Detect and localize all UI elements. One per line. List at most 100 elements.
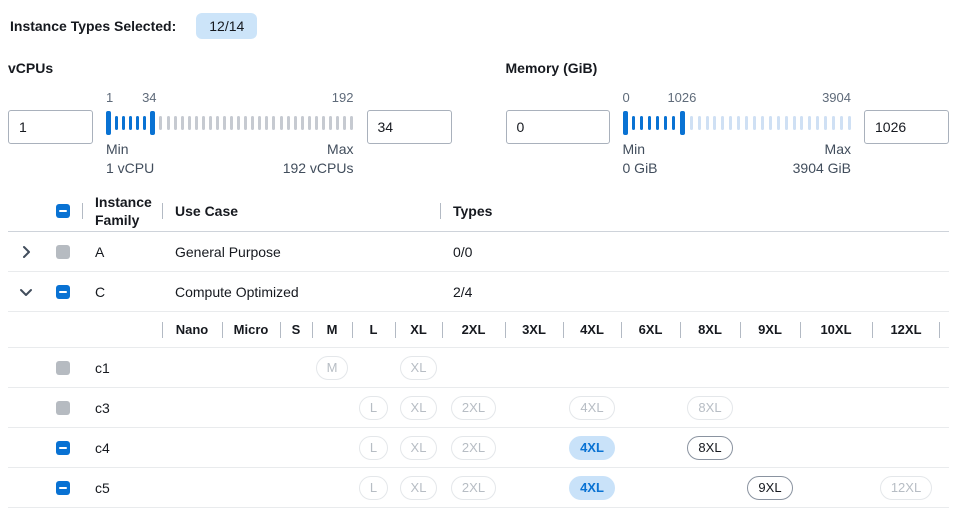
- size-badge-xl: XL: [399, 355, 438, 380]
- size-badge-4xl[interactable]: 4XL: [569, 435, 615, 460]
- slider-tick: [737, 116, 741, 130]
- size-cell: [505, 428, 563, 467]
- slider-handle[interactable]: [150, 111, 156, 135]
- size-cell: 4XL: [563, 388, 621, 427]
- slider-tick: [343, 116, 347, 130]
- size-cell: [222, 468, 280, 507]
- size-badge-8xl: 8XL: [687, 395, 733, 420]
- size-cell: 2XL: [442, 388, 505, 427]
- memory-range-slider[interactable]: [622, 110, 852, 136]
- size-badge-4xl[interactable]: 4XL: [569, 475, 615, 500]
- collapse-chevron-down-icon[interactable]: [18, 284, 34, 300]
- size-cell: L: [352, 468, 395, 507]
- slider-tick: [159, 116, 163, 130]
- size-cell: [222, 348, 280, 387]
- slider-tick: [648, 116, 652, 130]
- slider-tick: [776, 116, 780, 130]
- memory-slider: 0 1026 3904 Min 0 GiB Max 3904 GiB: [622, 90, 852, 178]
- instance-row-c5: c5 L XL 2XL 4XL 9XL 12XL: [8, 468, 949, 508]
- vcpus-scale: 1 34 192: [106, 90, 354, 110]
- column-divider: [82, 202, 83, 219]
- slider-handle[interactable]: [622, 111, 628, 135]
- instance-row-c3: c3 L XL 2XL 4XL 8XL: [8, 388, 949, 428]
- size-cell: 8XL: [680, 388, 740, 427]
- slider-tick: [824, 116, 828, 130]
- size-badge-4xl: 4XL: [569, 395, 615, 420]
- types-count: 2/4: [453, 283, 473, 300]
- size-cell: [563, 348, 621, 387]
- size-column-4xl: 4XL: [563, 312, 621, 347]
- instance-checkbox-indeterminate[interactable]: [56, 480, 70, 495]
- size-badge-l: L: [358, 475, 389, 500]
- slider-tick: [251, 116, 255, 130]
- slider-tick: [180, 116, 184, 130]
- use-case-value: General Purpose: [175, 243, 281, 260]
- slider-tick: [816, 116, 820, 130]
- size-cell: [621, 348, 680, 387]
- size-badge-xl: XL: [399, 395, 438, 420]
- slider-tick: [265, 116, 269, 130]
- slider-tick: [187, 116, 191, 130]
- filters-section: vCPUs 1 34 192 Min 1 vCPU Max 192: [8, 60, 949, 178]
- vcpus-filter-label: vCPUs: [8, 60, 54, 76]
- min-title: Min: [106, 141, 129, 157]
- table-header-row: Instance Family Use Case Types: [8, 190, 949, 232]
- instance-name: c1: [95, 359, 110, 376]
- slider-tick: [122, 116, 126, 130]
- size-cell: [800, 428, 872, 467]
- vcpus-max-input[interactable]: [366, 110, 452, 144]
- size-badge-xl: XL: [399, 435, 438, 460]
- vcpus-min-input[interactable]: [8, 110, 93, 144]
- slider-tick: [705, 116, 709, 130]
- max-title: Max: [824, 141, 851, 157]
- use-case-value: Compute Optimized: [175, 283, 299, 300]
- slider-tick: [632, 116, 636, 130]
- size-cell: [621, 388, 680, 427]
- types-count: 0/0: [453, 243, 473, 260]
- min-title: Min: [622, 141, 646, 157]
- instance-checkbox-indeterminate[interactable]: [56, 440, 70, 455]
- slider-tick: [258, 116, 262, 130]
- size-cell: [680, 468, 740, 507]
- size-cell: [800, 348, 872, 387]
- size-badge-2xl: 2XL: [450, 475, 497, 500]
- family-checkbox-indeterminate[interactable]: [56, 284, 70, 299]
- size-cell: 12XL: [872, 468, 940, 507]
- size-column-nano: Nano: [162, 312, 222, 347]
- size-cell: [280, 468, 312, 507]
- min-value: 0 GiB: [622, 160, 658, 176]
- slider-tick: [286, 116, 290, 130]
- select-all-checkbox[interactable]: [56, 203, 70, 218]
- selection-summary: Instance Types Selected: 12/14: [10, 12, 949, 40]
- memory-max-input[interactable]: [864, 110, 949, 144]
- slider-handle[interactable]: [679, 111, 685, 135]
- size-cell: [442, 348, 505, 387]
- slider-tick: [745, 116, 749, 130]
- size-badge-9xl[interactable]: 9XL: [747, 475, 793, 500]
- column-divider: [440, 202, 441, 219]
- size-cell: [505, 388, 563, 427]
- slider-tick: [272, 116, 276, 130]
- selection-summary-label: Instance Types Selected:: [10, 18, 177, 34]
- size-badge-xl: XL: [399, 475, 438, 500]
- expand-chevron-right-icon[interactable]: [18, 244, 34, 260]
- size-cell: [621, 468, 680, 507]
- slider-tick: [237, 116, 241, 130]
- size-cell: [505, 348, 563, 387]
- slider-tick: [129, 116, 133, 130]
- size-column-6xl: 6XL: [621, 312, 680, 347]
- slider-tick: [689, 116, 693, 130]
- max-value: 3904 GiB: [792, 160, 851, 176]
- size-cell: [162, 428, 222, 467]
- size-cell: 4XL: [563, 428, 621, 467]
- slider-tick: [300, 116, 304, 130]
- memory-filter: Memory (GiB) 0 1026 3904 Min 0 GiB Max: [505, 60, 949, 178]
- max-value: 192 vCPUs: [282, 160, 354, 176]
- size-column-12xl: 12XL: [872, 312, 940, 347]
- memory-min-input[interactable]: [505, 110, 610, 144]
- slider-handle[interactable]: [106, 111, 111, 135]
- vcpus-range-slider[interactable]: [106, 110, 354, 136]
- size-badge-8xl[interactable]: 8XL: [687, 435, 733, 460]
- family-row-a: A General Purpose 0/0: [8, 232, 949, 272]
- slider-tick: [328, 116, 332, 130]
